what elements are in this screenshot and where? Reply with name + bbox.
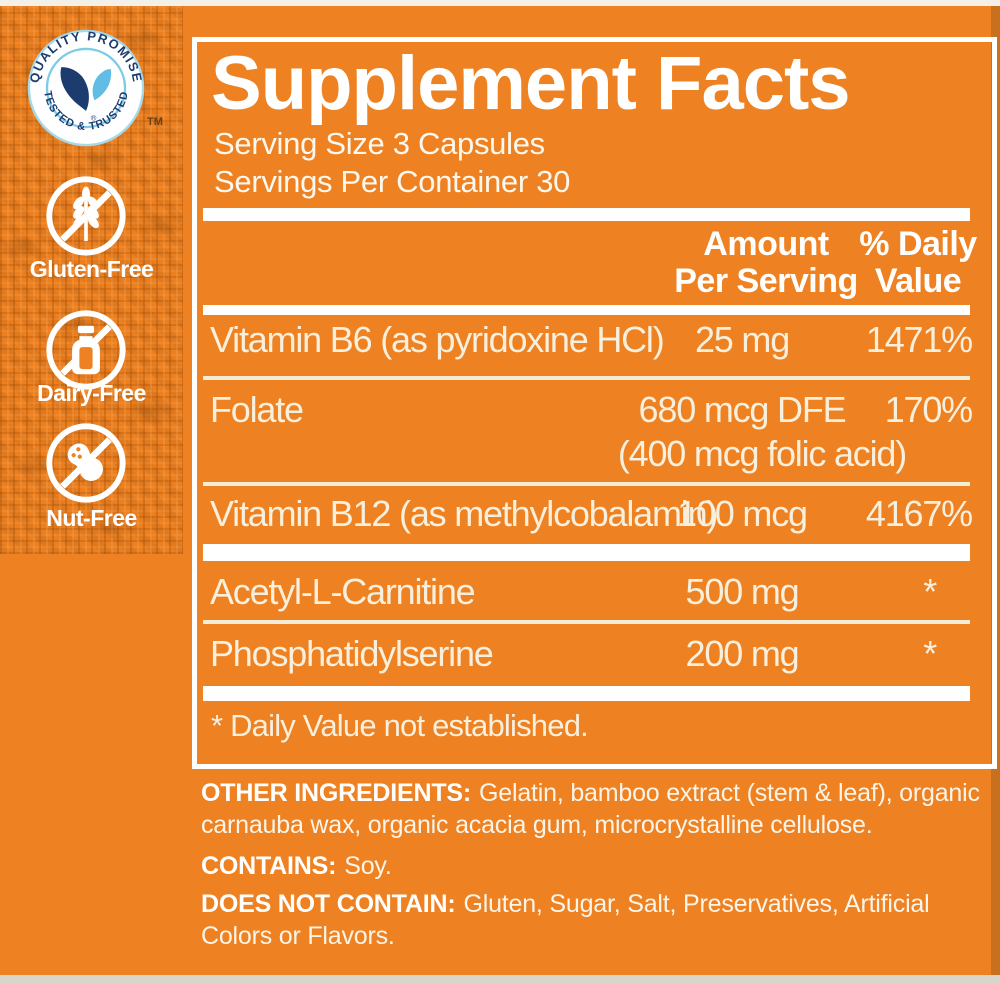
- thin-divider-line: [203, 482, 970, 486]
- trademark-mark: TM: [147, 116, 163, 128]
- table-row-vitamin-b12: Vitamin B12 (as methylcobalamin) 100 mcg…: [210, 492, 973, 538]
- thin-divider-line: [203, 376, 970, 380]
- wheat-crossed-icon: [46, 176, 126, 256]
- ingredient-amount: 25 mg: [694, 319, 790, 360]
- contains-label: CONTAINS:: [201, 852, 337, 880]
- panel-title: Supplement Facts: [211, 41, 851, 126]
- thick-divider-bar: [203, 544, 970, 561]
- ingredient-name: Vitamin B12 (as methylcobalamin): [210, 493, 718, 534]
- ingredient-amount: 200 mg: [685, 633, 800, 674]
- gluten-free-label: Gluten-Free: [29, 256, 154, 282]
- thin-divider-line: [203, 620, 970, 624]
- bottom-edge-strip: [0, 975, 1000, 983]
- serving-size: Serving Size 3 Capsules: [214, 126, 545, 161]
- ingredient-name: Acetyl-L-Carnitine: [210, 571, 476, 612]
- dairy-free-label: Dairy-Free: [37, 380, 146, 406]
- table-row-vitamin-b6: Vitamin B6 (as pyridoxine HCl) 25 mg 147…: [210, 318, 973, 364]
- daily-value-column-header: % Daily Value: [859, 225, 977, 300]
- does-not-contain-label: DOES NOT CONTAIN:: [201, 890, 456, 918]
- ingredient-daily-value: *: [923, 633, 937, 674]
- milk-bottle-crossed-icon: [46, 310, 126, 390]
- additional-info-section: OTHER INGREDIENTS: Gelatin, bamboo extrac…: [201, 777, 989, 952]
- quality-promise-badge: QUALITY PROMISE TESTED & TRUSTED ®: [27, 29, 145, 147]
- supplement-facts-panel: Supplement Facts Serving Size 3 Capsules…: [192, 37, 997, 769]
- contains-text: Soy.: [344, 852, 392, 880]
- thick-divider-bar: [203, 305, 970, 315]
- registered-mark: ®: [91, 113, 97, 122]
- table-row-phosphatidylserine: Phosphatidylserine 200 mg *: [210, 632, 970, 678]
- other-ingredients-paragraph: OTHER INGREDIENTS: Gelatin, bamboo extrac…: [201, 777, 989, 841]
- table-row-acetyl-l-carnitine: Acetyl-L-Carnitine 500 mg *: [210, 570, 970, 616]
- v-logo-icon: [60, 67, 89, 111]
- ingredient-name: Phosphatidylserine: [210, 633, 494, 674]
- ingredient-name: Vitamin B6 (as pyridoxine HCl): [210, 319, 665, 360]
- ingredient-daily-value: 4167%: [865, 493, 973, 534]
- left-sidebar-texture: QUALITY PROMISE TESTED & TRUSTED ® TM Gl…: [0, 6, 183, 554]
- nut-free-label: Nut-Free: [46, 505, 137, 531]
- ingredient-daily-value: *: [923, 571, 937, 612]
- table-row-folate: Folate 680 mcg DFE 170% (400 mcg folic a…: [210, 388, 973, 484]
- does-not-contain-paragraph: DOES NOT CONTAIN: Gluten, Sugar, Salt, Pr…: [201, 888, 989, 952]
- column-headers: Amount Per Serving % Daily Value: [210, 225, 977, 302]
- daily-value-footnote: * Daily Value not established.: [211, 708, 589, 743]
- thick-divider-bar: [203, 208, 970, 221]
- ingredient-amount-note: (400 mcg folic acid): [617, 433, 907, 474]
- top-edge-strip: [0, 0, 1000, 6]
- ingredient-daily-value: 1471%: [865, 319, 973, 360]
- other-ingredients-text: Gelatin, bamboo extract (stem & leaf), o…: [201, 779, 980, 839]
- peanut-crossed-icon: [46, 423, 126, 503]
- amount-column-header: Amount Per Serving: [674, 225, 858, 300]
- other-ingredients-label: OTHER INGREDIENTS:: [201, 779, 472, 807]
- ingredient-amount: 100 mcg: [677, 493, 808, 534]
- servings-per-container: Servings Per Container 30: [214, 164, 571, 199]
- contains-paragraph: CONTAINS: Soy.: [201, 850, 989, 882]
- ingredient-name: Folate: [210, 389, 304, 430]
- ingredient-daily-value: 170%: [884, 389, 973, 430]
- does-not-contain-text: Gluten, Sugar, Salt, Preservatives, Arti…: [201, 890, 930, 950]
- ingredient-amount: 680 mcg DFE: [638, 389, 847, 430]
- thick-divider-bar: [203, 686, 970, 701]
- ingredient-amount: 500 mg: [685, 571, 800, 612]
